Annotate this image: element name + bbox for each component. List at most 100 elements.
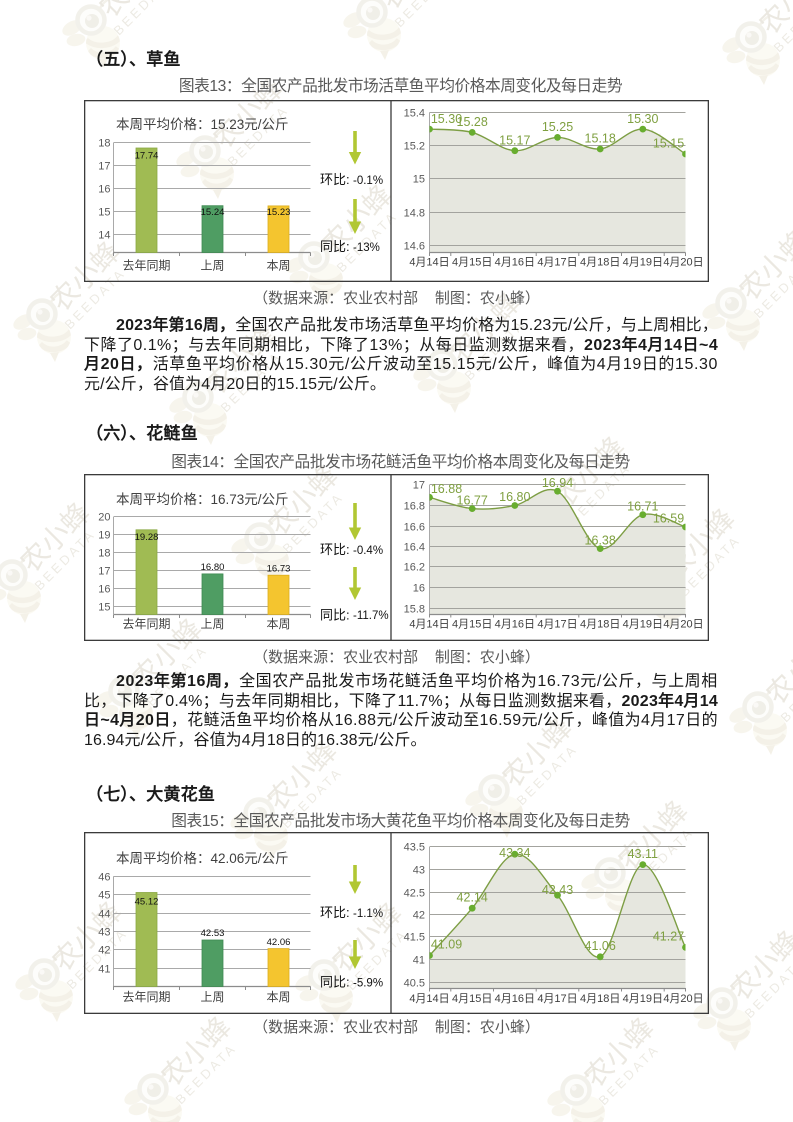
svg-text:同比:: 同比: xyxy=(320,607,350,622)
svg-text:4月15日: 4月15日 xyxy=(452,619,492,631)
svg-text:16.8: 16.8 xyxy=(404,500,425,512)
svg-text:18: 18 xyxy=(98,137,110,149)
svg-text:4月18日: 4月18日 xyxy=(580,619,620,631)
svg-text:19.28: 19.28 xyxy=(135,532,159,543)
svg-text:去年同期: 去年同期 xyxy=(122,258,170,272)
svg-text:16.2: 16.2 xyxy=(404,561,425,573)
svg-text:15.30: 15.30 xyxy=(431,112,462,126)
svg-text:本周平均价格：15.23元/公斤: 本周平均价格：15.23元/公斤 xyxy=(116,117,289,132)
svg-text:-13%: -13% xyxy=(353,242,380,254)
svg-text:4月19日: 4月19日 xyxy=(623,619,663,631)
svg-text:4月14日: 4月14日 xyxy=(409,619,449,631)
svg-text:15.25: 15.25 xyxy=(542,120,573,134)
svg-text:-1.1%: -1.1% xyxy=(353,908,383,920)
svg-text:41: 41 xyxy=(98,963,110,975)
svg-text:19: 19 xyxy=(98,529,110,541)
svg-text:42.06: 42.06 xyxy=(267,937,291,948)
svg-text:15: 15 xyxy=(98,601,110,613)
svg-text:45.12: 45.12 xyxy=(135,896,159,907)
svg-text:15: 15 xyxy=(98,206,110,218)
svg-text:同比:: 同比: xyxy=(320,239,350,254)
svg-text:本周平均价格：42.06元/公斤: 本周平均价格：42.06元/公斤 xyxy=(116,851,289,866)
svg-text:18: 18 xyxy=(98,547,110,559)
svg-text:4月16日: 4月16日 xyxy=(495,257,535,269)
svg-text:16.71: 16.71 xyxy=(627,499,658,513)
svg-text:15.2: 15.2 xyxy=(404,140,425,152)
svg-text:4月14日: 4月14日 xyxy=(409,993,449,1005)
svg-text:16.88: 16.88 xyxy=(431,482,462,496)
svg-text:43.34: 43.34 xyxy=(499,846,530,860)
svg-text:-0.1%: -0.1% xyxy=(353,175,383,187)
svg-text:-11.7%: -11.7% xyxy=(353,610,389,622)
svg-text:43: 43 xyxy=(413,864,425,876)
svg-text:17.74: 17.74 xyxy=(135,150,159,161)
svg-text:16.80: 16.80 xyxy=(499,490,530,504)
svg-text:15.15: 15.15 xyxy=(653,137,684,151)
svg-text:本周: 本周 xyxy=(266,258,290,272)
svg-text:41: 41 xyxy=(413,954,425,966)
svg-text:去年同期: 去年同期 xyxy=(122,990,170,1004)
svg-text:16.38: 16.38 xyxy=(585,533,616,547)
svg-text:42.43: 42.43 xyxy=(542,883,573,897)
svg-text:15.18: 15.18 xyxy=(585,132,616,146)
svg-text:4月20日: 4月20日 xyxy=(663,619,703,631)
svg-text:4月17日: 4月17日 xyxy=(537,257,577,269)
svg-text:上周: 上周 xyxy=(200,617,224,631)
svg-text:43: 43 xyxy=(98,926,110,938)
svg-text:42: 42 xyxy=(413,909,425,921)
svg-text:16.6: 16.6 xyxy=(404,521,425,533)
svg-text:本周平均价格：16.73元/公斤: 本周平均价格：16.73元/公斤 xyxy=(116,492,289,507)
svg-text:44: 44 xyxy=(98,908,110,920)
svg-text:41.27: 41.27 xyxy=(653,930,684,944)
svg-text:15: 15 xyxy=(413,173,425,185)
svg-text:4月14日: 4月14日 xyxy=(409,257,449,269)
svg-text:41.09: 41.09 xyxy=(431,938,462,952)
svg-text:4月16日: 4月16日 xyxy=(495,619,535,631)
svg-text:16.80: 16.80 xyxy=(201,562,225,573)
svg-text:40.5: 40.5 xyxy=(404,977,425,989)
svg-text:16.94: 16.94 xyxy=(542,476,573,490)
svg-text:环比:: 环比: xyxy=(320,905,350,920)
svg-text:同比:: 同比: xyxy=(320,975,350,990)
svg-text:43.5: 43.5 xyxy=(404,841,425,853)
svg-text:15.8: 15.8 xyxy=(404,603,425,615)
svg-text:去年同期: 去年同期 xyxy=(122,617,170,631)
svg-text:16.73: 16.73 xyxy=(267,563,291,574)
svg-text:上周: 上周 xyxy=(200,258,224,272)
svg-text:17: 17 xyxy=(413,479,425,491)
svg-text:16.77: 16.77 xyxy=(457,493,488,507)
svg-text:41.5: 41.5 xyxy=(404,931,425,943)
svg-text:本周: 本周 xyxy=(266,990,290,1004)
svg-text:45: 45 xyxy=(98,889,110,901)
svg-text:-5.9%: -5.9% xyxy=(353,977,383,989)
svg-text:16: 16 xyxy=(413,582,425,594)
svg-text:17: 17 xyxy=(98,565,110,577)
svg-text:-0.4%: -0.4% xyxy=(353,545,383,557)
svg-text:15.17: 15.17 xyxy=(499,133,530,147)
svg-text:15.23: 15.23 xyxy=(267,207,291,218)
svg-text:42.14: 42.14 xyxy=(457,890,488,904)
svg-text:20: 20 xyxy=(98,511,110,523)
svg-text:15.28: 15.28 xyxy=(457,115,488,129)
svg-text:环比:: 环比: xyxy=(320,172,350,187)
svg-text:41.06: 41.06 xyxy=(585,939,616,953)
svg-text:4月18日: 4月18日 xyxy=(580,257,620,269)
svg-text:4月19日: 4月19日 xyxy=(623,993,663,1005)
svg-text:17: 17 xyxy=(98,160,110,172)
svg-text:4月15日: 4月15日 xyxy=(452,257,492,269)
svg-text:4月20日: 4月20日 xyxy=(663,993,703,1005)
svg-text:42.5: 42.5 xyxy=(404,887,425,899)
svg-text:环比:: 环比: xyxy=(320,542,350,557)
svg-text:16.4: 16.4 xyxy=(404,541,425,553)
svg-text:14.8: 14.8 xyxy=(404,207,425,219)
svg-text:42.53: 42.53 xyxy=(201,928,225,939)
svg-text:15.30: 15.30 xyxy=(627,112,658,126)
svg-text:4月15日: 4月15日 xyxy=(452,993,492,1005)
svg-text:14.6: 14.6 xyxy=(404,240,425,252)
svg-text:4月16日: 4月16日 xyxy=(495,993,535,1005)
svg-text:43.11: 43.11 xyxy=(628,847,658,861)
svg-text:4月17日: 4月17日 xyxy=(537,993,577,1005)
svg-text:4月17日: 4月17日 xyxy=(537,619,577,631)
svg-text:4月19日: 4月19日 xyxy=(623,257,663,269)
svg-text:16: 16 xyxy=(98,583,110,595)
